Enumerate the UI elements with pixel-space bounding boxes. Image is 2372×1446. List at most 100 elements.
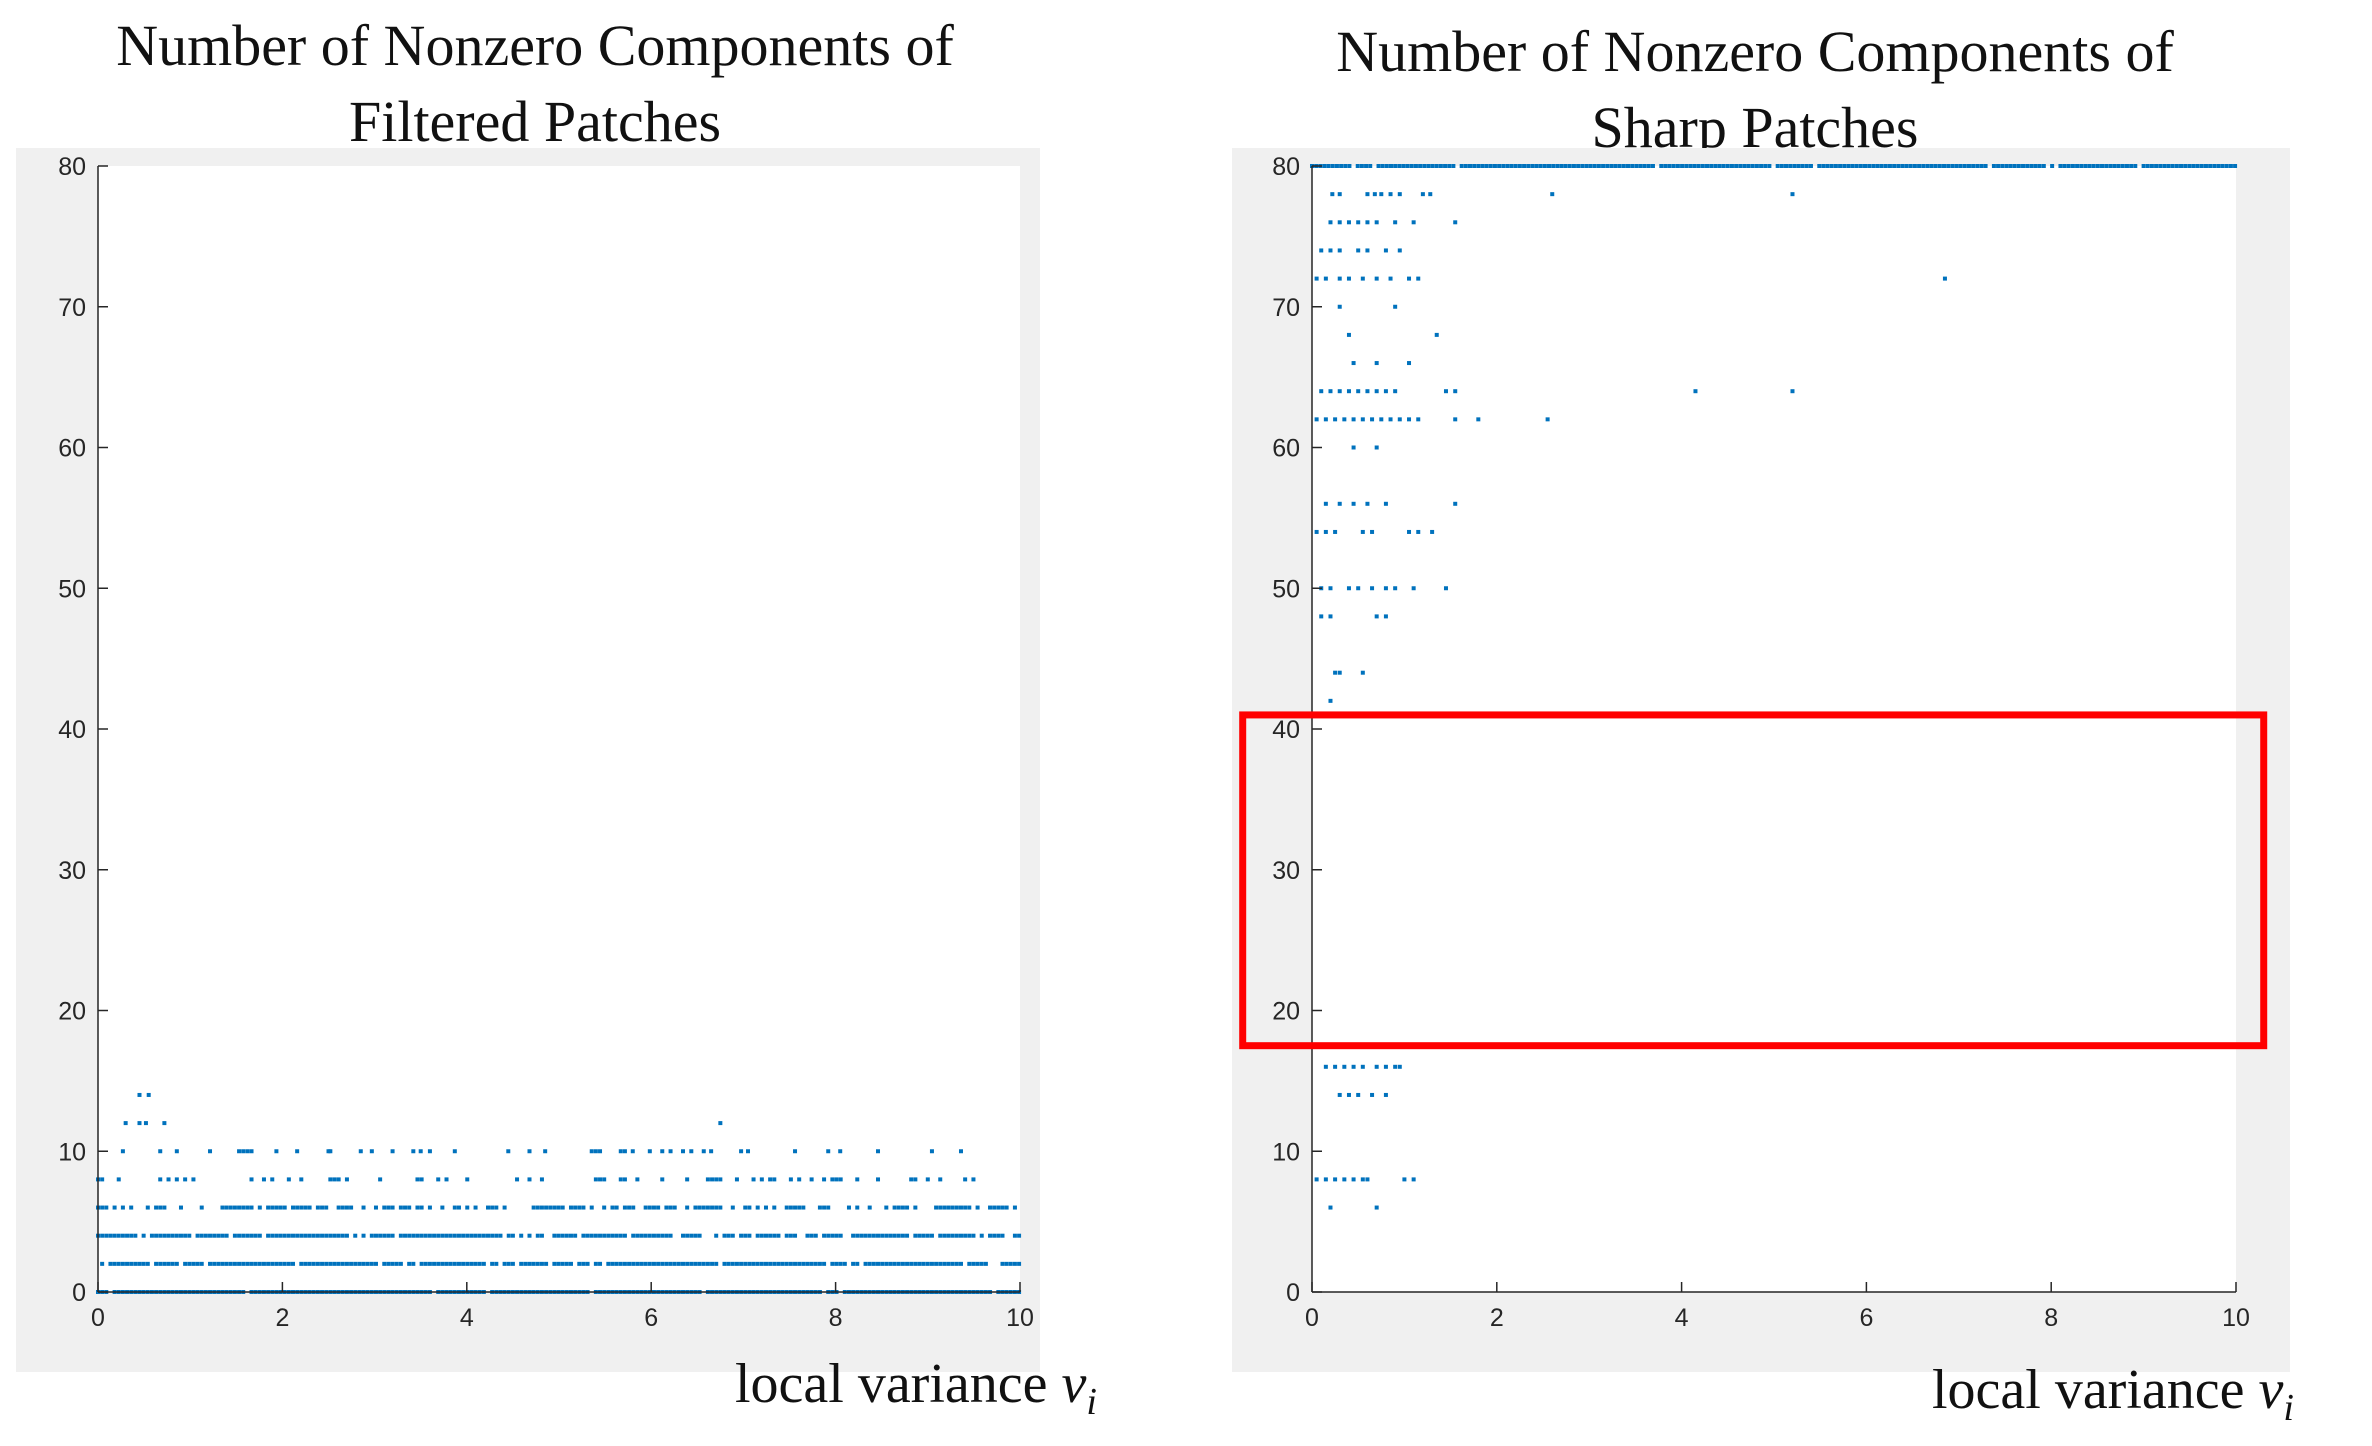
left-band-point xyxy=(249,1149,254,1154)
right-data-point xyxy=(1790,192,1795,197)
right-band-point xyxy=(1896,164,1901,168)
right-band-point xyxy=(1576,164,1581,168)
right-band-point xyxy=(2187,164,2192,168)
left-band-point xyxy=(664,1261,669,1266)
left-band-point xyxy=(913,1233,918,1238)
right-data-point xyxy=(1337,389,1342,394)
left-y-tick: 30 xyxy=(58,857,108,885)
left-band-point xyxy=(660,1149,665,1154)
left-band-point xyxy=(784,1261,789,1266)
left-band-point xyxy=(610,1233,615,1238)
left-band-point xyxy=(581,1205,586,1210)
left-band-point xyxy=(382,1261,387,1266)
left-band-point xyxy=(158,1261,163,1266)
right-band-point xyxy=(2079,164,2084,168)
right-band-point xyxy=(1937,164,1942,168)
left-band-point xyxy=(863,1233,868,1238)
left-band-point xyxy=(415,1205,420,1210)
right-data-point xyxy=(1328,586,1333,591)
right-band-point xyxy=(1409,164,1414,168)
left-band-point xyxy=(660,1177,665,1182)
left-band-point xyxy=(755,1205,760,1210)
right-data-point xyxy=(1365,192,1370,197)
left-band-point xyxy=(307,1261,312,1266)
left-band-point xyxy=(125,1261,130,1266)
left-band-point xyxy=(295,1205,300,1210)
left-band-point xyxy=(490,1261,495,1266)
left-band-point xyxy=(577,1205,582,1210)
right-data-point xyxy=(1319,248,1324,253)
left-band-point xyxy=(921,1233,926,1238)
right-y-tick-label: 40 xyxy=(1272,716,1300,744)
left-band-point xyxy=(809,1261,814,1266)
right-band-point xyxy=(1488,164,1493,168)
right-data-point xyxy=(1388,417,1393,422)
right-band-point xyxy=(1534,164,1539,168)
left-band-point xyxy=(975,1205,980,1210)
left-band-point xyxy=(361,1261,366,1266)
left-band-point xyxy=(490,1205,495,1210)
left-band-point xyxy=(772,1177,777,1182)
left-band-point xyxy=(257,1261,262,1266)
right-band-point xyxy=(1842,164,1847,168)
left-band-point xyxy=(232,1233,237,1238)
right-band-point xyxy=(1596,164,1601,168)
right-band-point xyxy=(1729,164,1734,168)
right-band-point xyxy=(1626,164,1631,168)
right-band-point xyxy=(1775,164,1780,168)
left-band-point xyxy=(739,1233,744,1238)
left-band-point xyxy=(407,1261,412,1266)
right-band-point xyxy=(2124,164,2129,168)
left-y-tick-label: 0 xyxy=(72,1279,86,1307)
right-data-point xyxy=(1328,698,1333,703)
left-band-point xyxy=(934,1205,939,1210)
left-band-point xyxy=(394,1261,399,1266)
left-band-point xyxy=(390,1261,395,1266)
left-band-point xyxy=(253,1233,258,1238)
left-band-point xyxy=(452,1205,457,1210)
left-band-point xyxy=(415,1177,420,1182)
right-plot-area xyxy=(1312,166,2236,1292)
left-band-point xyxy=(332,1233,337,1238)
right-band-point xyxy=(2203,164,2208,168)
right-data-point xyxy=(1351,501,1356,506)
right-data-point xyxy=(1319,389,1324,394)
right-band-point xyxy=(1738,164,1743,168)
right-data-point xyxy=(1383,1064,1388,1069)
left-band-point xyxy=(822,1205,827,1210)
left-band-point xyxy=(245,1233,250,1238)
left-data-point xyxy=(506,1149,511,1154)
left-band-point xyxy=(324,1233,329,1238)
right-band-point xyxy=(2133,164,2138,168)
left-band-point xyxy=(900,1205,905,1210)
left-band-point xyxy=(954,1261,959,1266)
right-data-point xyxy=(1374,220,1379,225)
right-band-point xyxy=(1413,164,1418,168)
right-data-point xyxy=(1337,248,1342,253)
right-data-point xyxy=(1337,192,1342,197)
right-band-point xyxy=(1447,164,1452,168)
left-band-point xyxy=(502,1205,507,1210)
left-band-point xyxy=(494,1233,499,1238)
left-band-point xyxy=(876,1233,881,1238)
right-band-point xyxy=(2174,164,2179,168)
left-band-point xyxy=(593,1149,598,1154)
left-band-point xyxy=(950,1233,955,1238)
left-band-point xyxy=(589,1233,594,1238)
left-band-point xyxy=(481,1233,486,1238)
left-band-point xyxy=(369,1261,374,1266)
right-x-tick: 2 xyxy=(1490,1282,1504,1332)
left-band-point xyxy=(598,1261,603,1266)
right-band-point xyxy=(1571,164,1576,168)
left-band-point xyxy=(971,1233,976,1238)
left-band-point xyxy=(270,1261,275,1266)
left-band-point xyxy=(971,1261,976,1266)
left-band-point xyxy=(320,1233,325,1238)
right-y-tick: 20 xyxy=(1272,998,1322,1026)
left-band-point xyxy=(668,1261,673,1266)
left-band-point xyxy=(734,1177,739,1182)
left-band-point xyxy=(730,1233,735,1238)
left-band-point xyxy=(763,1233,768,1238)
left-band-point xyxy=(1012,1261,1017,1266)
left-band-point xyxy=(793,1261,798,1266)
